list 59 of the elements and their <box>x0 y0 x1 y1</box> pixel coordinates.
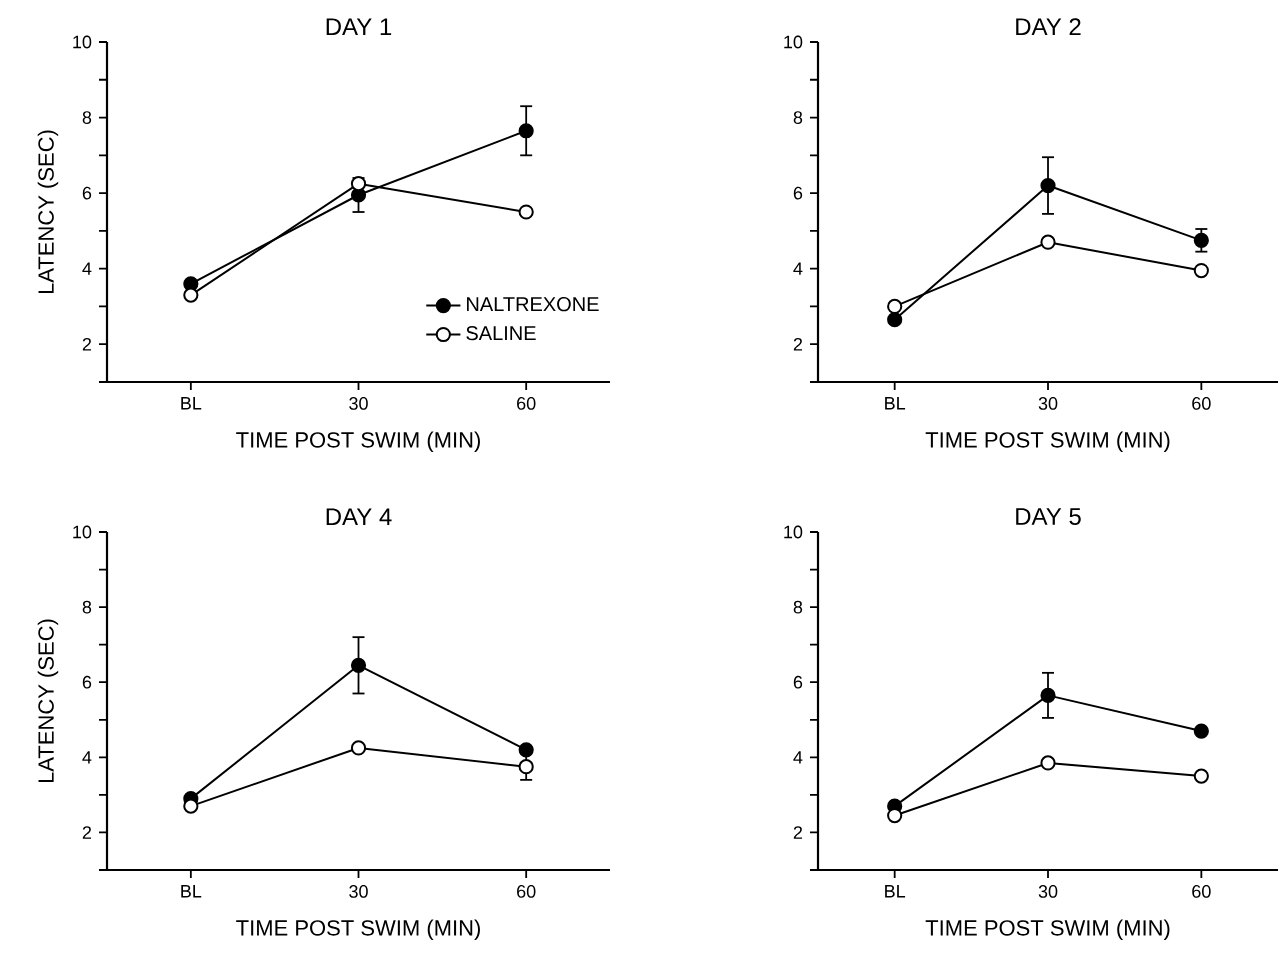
x-tick-label: 60 <box>1192 397 1211 410</box>
point <box>183 798 199 814</box>
y-tick-label: 10 <box>73 35 92 49</box>
point <box>518 742 534 758</box>
y-tick-label: 4 <box>793 751 803 764</box>
point <box>1040 234 1056 250</box>
x-axis-title: TIME POST SWIM (MIN) <box>925 431 1170 453</box>
point <box>887 298 903 315</box>
chart-title: DAY 4 <box>326 508 392 525</box>
y-tick-label: 8 <box>793 600 803 614</box>
y-tick-label: 8 <box>793 111 803 124</box>
chart-title: DAY 5 <box>1016 508 1081 525</box>
x-tick-label: BL <box>885 397 906 410</box>
y-tick-label: 6 <box>793 186 803 200</box>
y-tick-label: 8 <box>82 111 92 124</box>
x-tick-label: 30 <box>1038 397 1058 410</box>
legend-label: NALTREXONE <box>467 297 599 312</box>
point <box>1193 262 1209 279</box>
x-axis-title: TIME POST SWIM (MIN) <box>236 919 480 941</box>
y-tick-label: 6 <box>82 186 92 200</box>
x-tick-label: BL <box>181 397 202 410</box>
point <box>1193 768 1209 784</box>
x-tick-label: BL <box>885 885 906 898</box>
x-tick-label: 30 <box>1038 885 1058 898</box>
point <box>518 204 534 220</box>
x-tick-label: 60 <box>517 885 536 898</box>
y-tick-label: 2 <box>793 337 803 351</box>
y-tick-label: 4 <box>793 262 803 275</box>
y-axis-title: LATENCY (SEC) <box>37 130 59 294</box>
x-tick-label: BL <box>181 885 202 898</box>
y-tick-label: 10 <box>73 525 92 539</box>
point <box>183 287 199 303</box>
point <box>350 176 367 192</box>
x-tick-label: 60 <box>1192 885 1211 898</box>
y-tick-label: 8 <box>82 600 92 614</box>
x-axis-title: TIME POST SWIM (MIN) <box>925 919 1170 941</box>
chart-title: DAY 2 <box>1016 18 1081 35</box>
point <box>1040 755 1056 771</box>
y-tick-label: 2 <box>82 826 92 839</box>
point <box>887 312 903 328</box>
point <box>350 740 367 756</box>
x-tick-label: 30 <box>349 885 368 898</box>
point <box>350 657 367 673</box>
x-axis-title: TIME POST SWIM (MIN) <box>236 431 480 453</box>
y-tick-label: 6 <box>82 675 92 689</box>
x-tick-label: 60 <box>517 397 536 410</box>
point <box>1040 177 1056 194</box>
y-tick-label: 4 <box>82 262 92 275</box>
y-axis-title: LATENCY (SEC) <box>37 619 59 783</box>
point <box>1193 723 1209 739</box>
y-tick-label: 10 <box>784 35 803 49</box>
chart-title: DAY 1 <box>326 18 392 35</box>
y-tick-label: 10 <box>784 525 803 539</box>
x-tick-label: 30 <box>349 397 368 410</box>
y-tick-label: 2 <box>82 337 92 351</box>
legend-label: SALINE <box>466 326 536 341</box>
y-tick-label: 2 <box>793 826 803 839</box>
y-tick-label: 4 <box>82 751 92 764</box>
y-tick-label: 6 <box>793 675 803 689</box>
